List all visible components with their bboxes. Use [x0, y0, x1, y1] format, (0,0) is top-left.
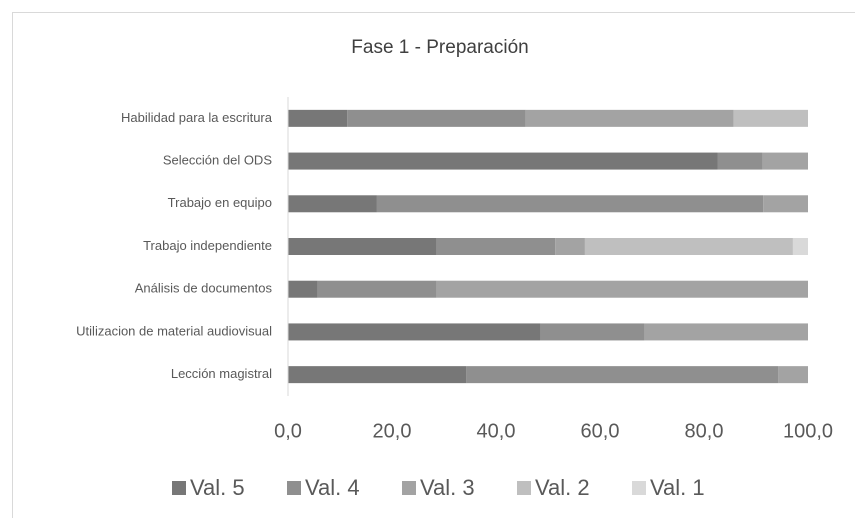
bar-segment [584, 238, 793, 255]
chart-frame [12, 12, 855, 518]
bar-segment [436, 238, 556, 255]
y-tick-label: Análisis de documentos [135, 281, 273, 296]
bar-segment [376, 195, 764, 213]
bar-segment [778, 366, 808, 384]
bar-segment [525, 109, 734, 127]
legend-swatch [517, 481, 531, 495]
bar-segment [347, 109, 526, 127]
y-tick-label: Trabajo en equipo [168, 195, 272, 210]
bar-segment [555, 238, 585, 255]
legend-label: Val. 2 [535, 475, 590, 500]
bar-segment [436, 280, 808, 298]
bar-segment [288, 323, 541, 341]
legend-swatch [402, 481, 416, 495]
x-tick-label: 80,0 [685, 420, 724, 442]
bar-segment [288, 366, 467, 384]
chart-title: Fase 1 - Preparación [351, 37, 528, 58]
bar-segment [717, 152, 763, 170]
bar-segment [288, 280, 318, 298]
bar-segment [288, 109, 348, 127]
x-tick-label: 60,0 [581, 420, 620, 442]
bar-segment [288, 195, 377, 213]
legend-swatch [632, 481, 646, 495]
bar-segment [466, 366, 779, 384]
y-tick-label: Trabajo independiente [143, 238, 272, 253]
y-tick-label: Habilidad para la escritura [121, 110, 273, 125]
bar-segment [317, 280, 437, 298]
legend-label: Val. 3 [420, 475, 475, 500]
bar-segment [733, 109, 808, 127]
bar-segment [288, 152, 718, 170]
y-tick-label: Lección magistral [171, 366, 272, 381]
bar-segment [762, 152, 808, 170]
bar-segment [792, 238, 808, 255]
bar-segment [644, 323, 808, 341]
y-tick-label: Utilizacion de material audiovisual [76, 323, 272, 338]
y-tick-label: Selección del ODS [163, 153, 272, 168]
legend-label: Val. 5 [190, 475, 245, 500]
legend-swatch [172, 481, 186, 495]
x-tick-label: 0,0 [274, 420, 302, 442]
x-tick-label: 20,0 [373, 420, 412, 442]
x-tick-label: 40,0 [477, 420, 516, 442]
legend-swatch [287, 481, 301, 495]
bar-segment [763, 195, 808, 213]
bar-segment [288, 238, 437, 255]
legend-label: Val. 4 [305, 475, 360, 500]
legend-label: Val. 1 [650, 475, 705, 500]
bar-segment [540, 323, 645, 341]
x-tick-label: 100,0 [783, 420, 833, 442]
